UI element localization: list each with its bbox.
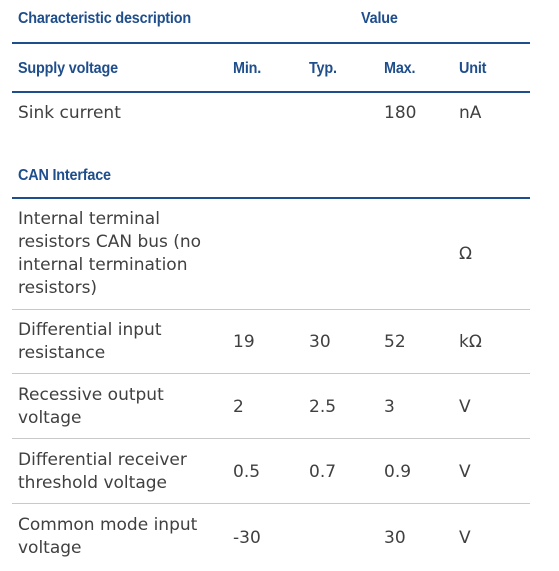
max-column-header: Max. [384,60,416,77]
recessive-output-voltage-typ: 2.5 [309,397,337,417]
header-rule [12,42,530,44]
typ-column-header: Typ. [309,60,337,77]
subheader-rule [12,91,530,93]
internal-terminal-resistors-unit: Ω [459,244,472,264]
row-divider [12,309,530,310]
internal-terminal-resistors-label: Internal terminal resistors CAN bus (no … [18,209,202,298]
differential-receiver-threshold-typ: 0.7 [309,462,337,482]
recessive-output-voltage-unit: V [459,397,471,417]
differential-receiver-threshold-min: 0.5 [233,462,261,482]
supply-voltage-section-title: Supply voltage [18,60,118,77]
differential-input-resistance-max: 52 [384,332,406,352]
can-section-rule [12,197,530,199]
sink-current-label: Sink current [18,103,121,123]
can-interface-section-title: CAN Interface [18,167,111,184]
value-header: Value [361,10,398,27]
differential-receiver-threshold-max: 0.9 [384,462,412,482]
differential-input-resistance-unit: kΩ [459,332,482,352]
sink-current-unit: nA [459,103,482,123]
sink-current-max: 180 [384,103,417,123]
differential-input-resistance-typ: 30 [309,332,331,352]
differential-receiver-threshold-label: Differential receiver threshold voltage [18,450,187,493]
min-column-header: Min. [233,60,262,77]
row-divider [12,373,530,374]
differential-input-resistance-min: 19 [233,332,255,352]
common-mode-input-voltage-unit: V [459,528,471,548]
characteristic-description-header: Characteristic description [18,10,191,27]
common-mode-input-voltage-max: 30 [384,528,406,548]
row-divider [12,438,530,439]
unit-column-header: Unit [459,60,487,77]
recessive-output-voltage-min: 2 [233,397,244,417]
differential-receiver-threshold-unit: V [459,462,471,482]
row-divider [12,503,530,504]
differential-input-resistance-label: Differential input resistance [18,320,162,363]
recessive-output-voltage-max: 3 [384,397,395,417]
common-mode-input-voltage-min: -30 [233,528,261,548]
recessive-output-voltage-label: Recessive output voltage [18,385,164,428]
common-mode-input-voltage-label: Common mode input voltage [18,515,198,558]
